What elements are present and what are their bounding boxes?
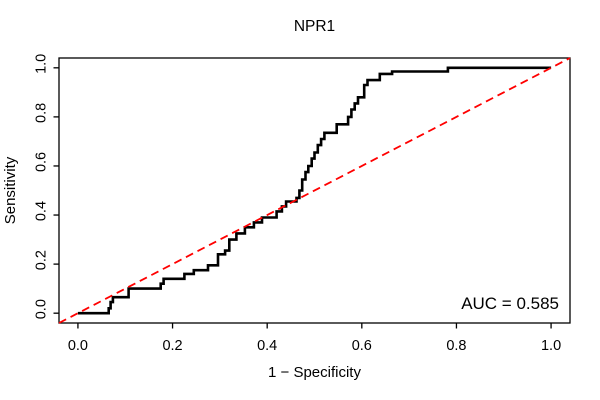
y-axis-label: Sensitivity xyxy=(2,156,19,224)
x-tick-label: 0.2 xyxy=(162,338,182,354)
x-axis-ticks: 0.0 0.2 0.4 0.6 0.8 1.0 xyxy=(68,323,561,354)
x-tick-label: 0.0 xyxy=(68,338,88,354)
chance-diagonal xyxy=(58,57,571,324)
x-axis-label: 1 − Specificity xyxy=(268,364,361,381)
x-tick-label: 1.0 xyxy=(541,338,561,354)
x-tick-label: 0.6 xyxy=(352,338,372,354)
y-tick-label: 0.8 xyxy=(34,103,50,123)
y-tick-label: 0.2 xyxy=(34,250,50,270)
chart-title: NPR1 xyxy=(294,18,335,35)
y-tick-label: 0.0 xyxy=(34,299,50,319)
plot-frame xyxy=(58,57,571,324)
y-tick-label: 1.0 xyxy=(34,54,50,74)
y-tick-label: 0.4 xyxy=(34,201,50,221)
x-tick-label: 0.8 xyxy=(446,338,466,354)
series-group xyxy=(58,57,571,324)
x-tick-label: 0.4 xyxy=(257,338,277,354)
y-tick-label: 0.6 xyxy=(34,152,50,172)
auc-annotation: AUC = 0.585 xyxy=(461,294,559,313)
y-axis-ticks: 0.0 0.2 0.4 0.6 0.8 1.0 xyxy=(34,54,59,319)
